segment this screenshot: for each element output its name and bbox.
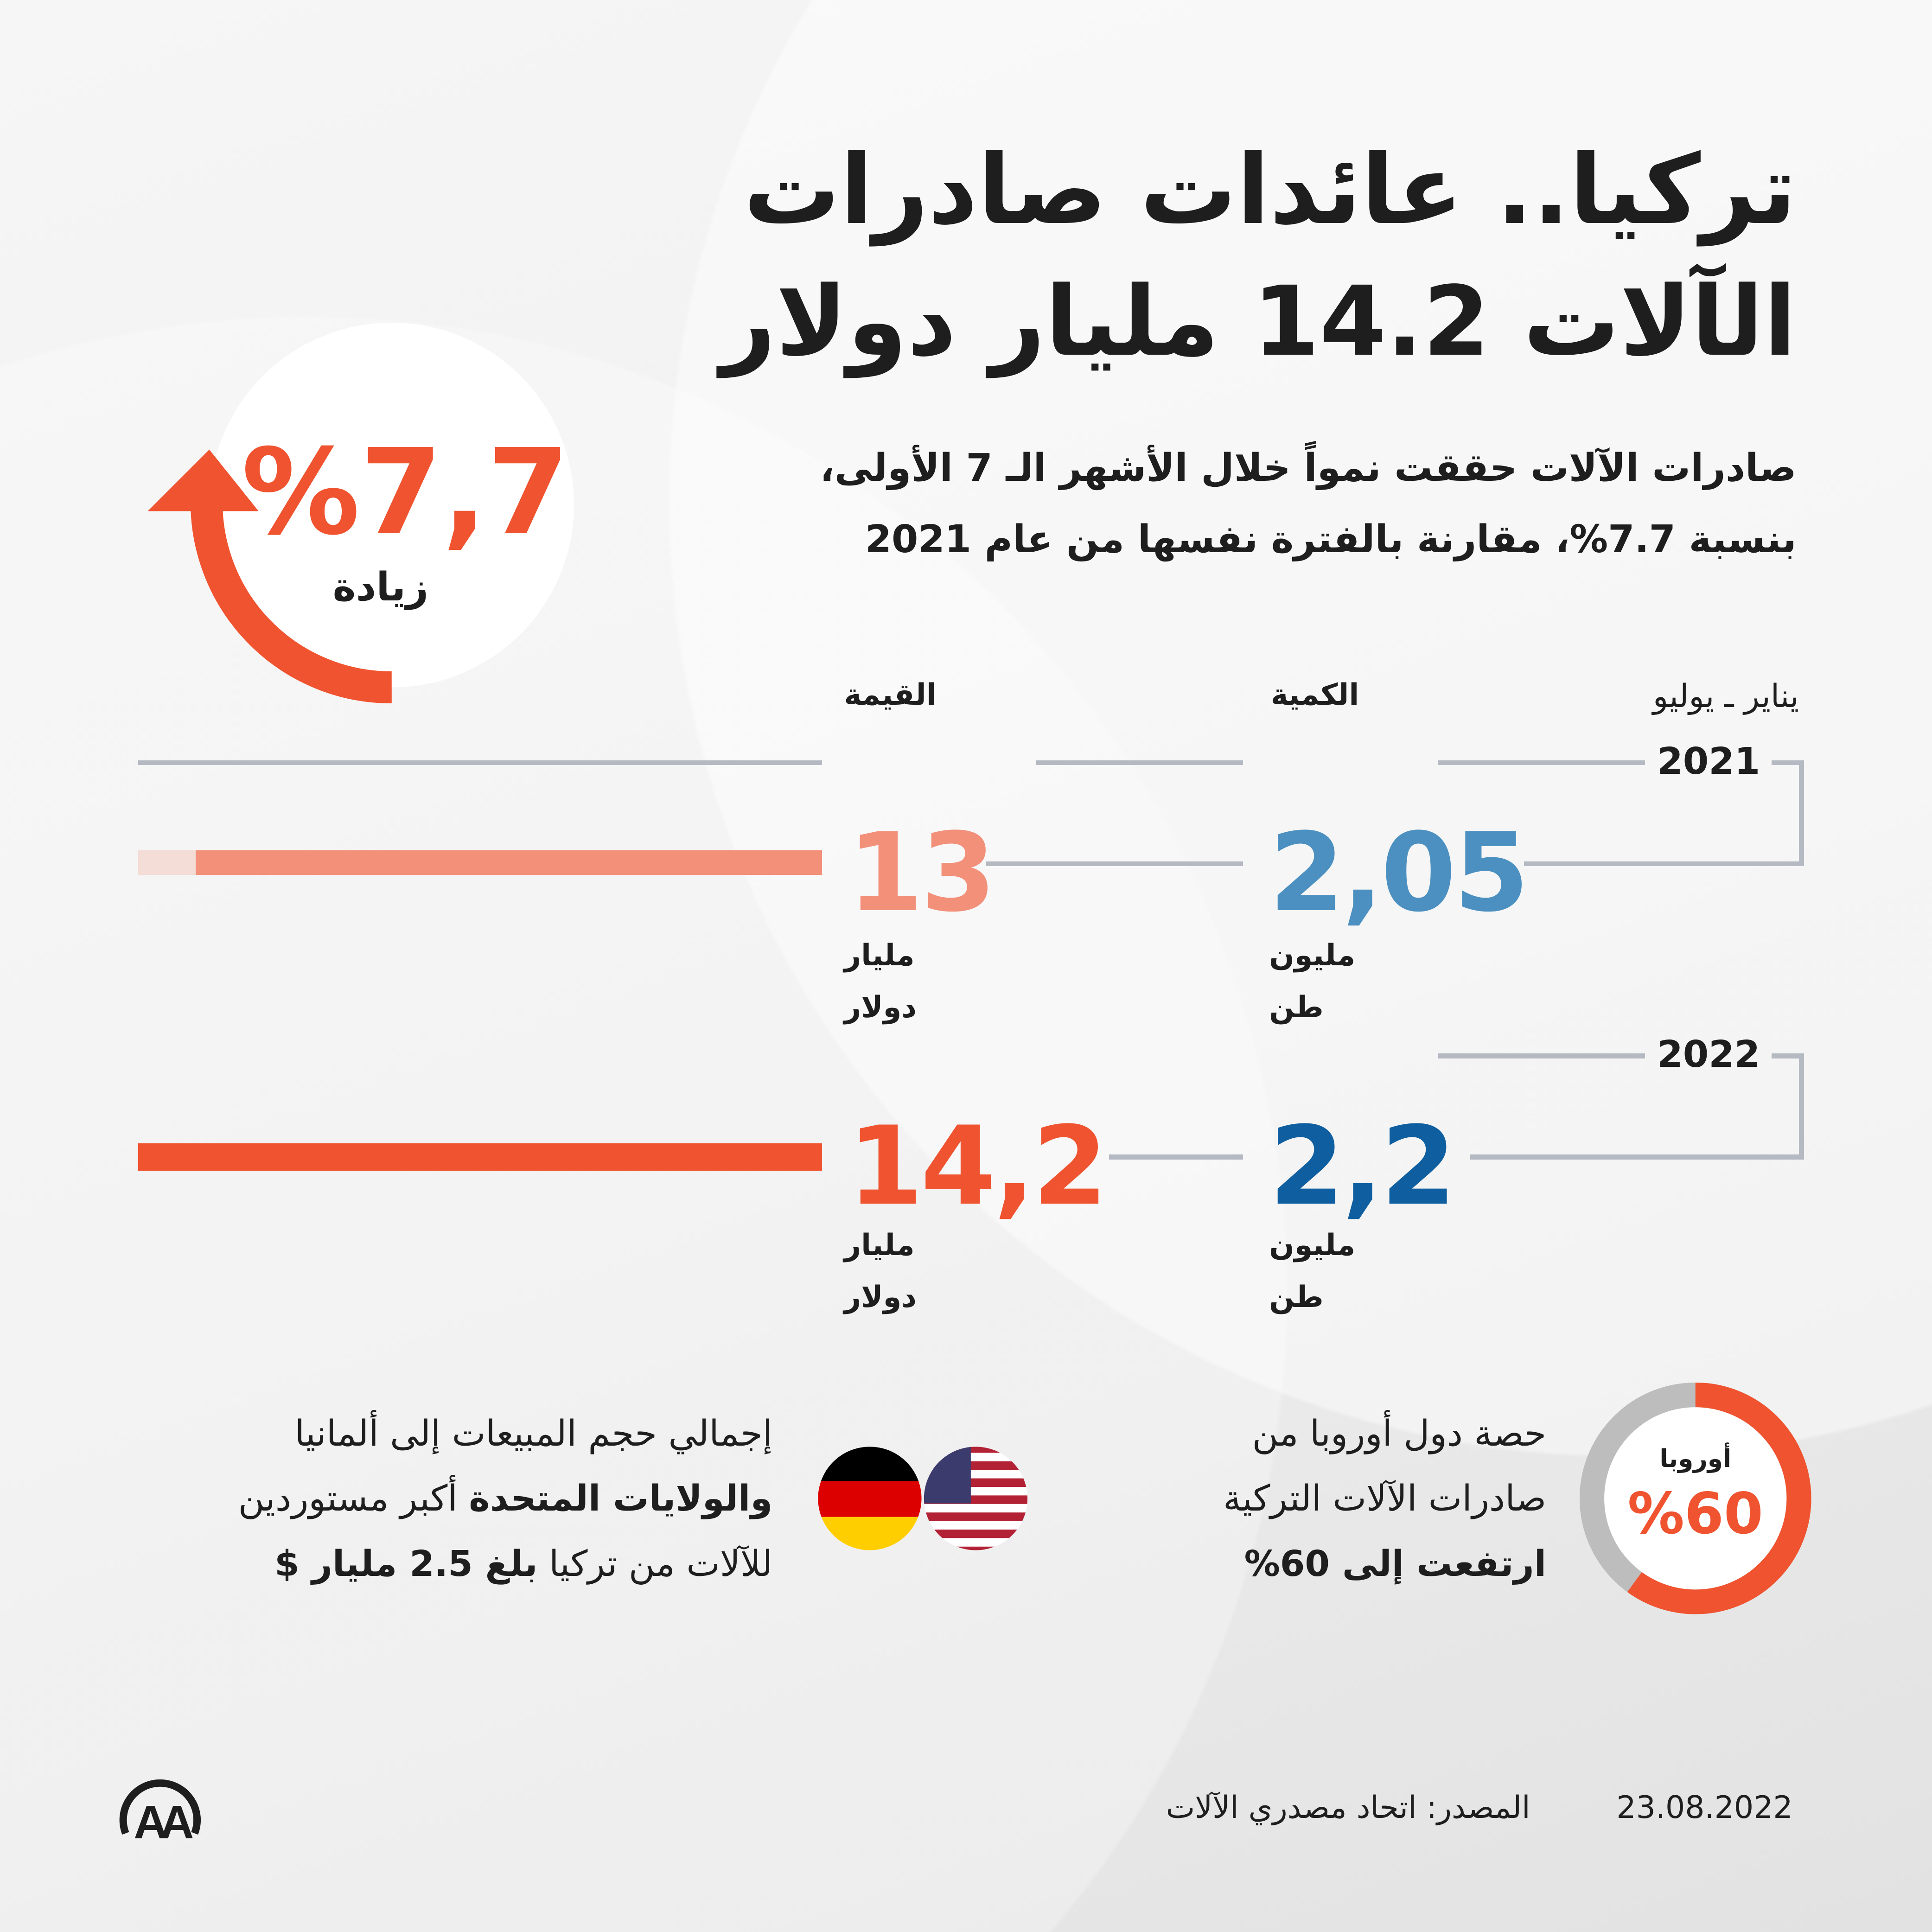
value-2021: 13 (848, 810, 996, 937)
importers-text-1: إجمالي حجم المبيعات إلى ألمانيا (294, 1412, 773, 1454)
donut-share (1579, 1382, 1811, 1614)
header-quantity: الكمية (1270, 677, 1359, 712)
subtitle-line-2: بنسبة 7.7%، مقارنة بالفترة نفسها من عام … (865, 517, 1797, 562)
bracket (1798, 1053, 1804, 1160)
badge-label: زيادة (332, 564, 429, 611)
importers-rest: أكبر مستوردين (238, 1478, 469, 1520)
divider (1036, 760, 1243, 765)
bracket (1772, 760, 1804, 765)
flags (818, 1446, 1028, 1550)
importers-text-2: والولايات المتحدة أكبر مستوردين (238, 1466, 772, 1531)
unit-billion: مليار (844, 938, 915, 973)
bracket (1772, 1053, 1804, 1058)
unit-million: مليون (1269, 1228, 1356, 1262)
year-2021: 2021 (1657, 739, 1760, 783)
us-flag-stripe (924, 1512, 1028, 1521)
connector (1524, 861, 1804, 867)
us-flag-stripe (924, 1529, 1028, 1538)
unit-billion: مليار (844, 1228, 915, 1262)
donut-label: أوروبا (1659, 1444, 1732, 1473)
donut-value: %60 (1627, 1481, 1763, 1547)
bracket (1798, 760, 1804, 867)
us-flag-stripe (924, 1546, 1028, 1550)
unit-dollar: دولار (844, 1280, 917, 1314)
svg-text:AA: AA (134, 1797, 193, 1846)
year-2022: 2022 (1657, 1032, 1760, 1076)
aa-logo: AA (119, 1779, 201, 1846)
date: 23.08.2022 (1616, 1789, 1793, 1825)
title-line-2: الآلات 14.2 مليار دولار (720, 265, 1798, 377)
divider (138, 760, 822, 765)
europe-text-2: صادرات الآلات التركية (1223, 1478, 1547, 1520)
source: المصدر: اتحاد مصدري الآلات (1166, 1789, 1530, 1825)
connector (1470, 1154, 1804, 1160)
importers-bold: بلغ 2.5 مليار $ (274, 1543, 538, 1585)
subtitle-line-1: صادرات الآلات حققت نمواً خلال الأشهر الـ… (820, 446, 1797, 490)
importers-rest: للآلات من تركيا (537, 1543, 773, 1585)
badge-value: %7,7 (241, 424, 570, 562)
us-flag-icon (924, 1446, 1028, 1550)
importers-text-3: للآلات من تركيا بلغ 2.5 مليار $ (274, 1531, 772, 1597)
us-flag-stripe (924, 1446, 1028, 1453)
unit-million: مليون (1269, 938, 1356, 973)
us-flag-canton (924, 1446, 971, 1504)
divider (1438, 1053, 1645, 1058)
bar-value-2021 (196, 850, 822, 875)
importers-bold: والولايات المتحدة (469, 1478, 773, 1520)
header-value: القيمة (844, 677, 937, 712)
connector (986, 861, 1243, 867)
header-period: يناير ـ يوليو (1652, 677, 1799, 715)
bar-value-2022 (138, 1143, 822, 1171)
title-line-1: تركيا.. عائدات صادرات (743, 134, 1798, 246)
europe-text-3: ارتفعت إلى 60% (1244, 1543, 1547, 1585)
unit-ton: طن (1269, 1280, 1324, 1314)
value-2022: 14,2 (848, 1103, 1108, 1230)
divider (1438, 760, 1645, 765)
quantity-2021: 2,05 (1269, 810, 1529, 937)
growth-arrow-icon (147, 323, 574, 704)
unit-dollar: دولار (844, 990, 917, 1025)
connector (1109, 1154, 1243, 1160)
unit-ton: طن (1269, 990, 1324, 1025)
europe-donut (1579, 1382, 1811, 1614)
quantity-2022: 2,2 (1269, 1103, 1456, 1230)
germany-flag-icon (818, 1446, 922, 1550)
europe-text-1: حصة دول أوروبا من (1252, 1412, 1547, 1454)
